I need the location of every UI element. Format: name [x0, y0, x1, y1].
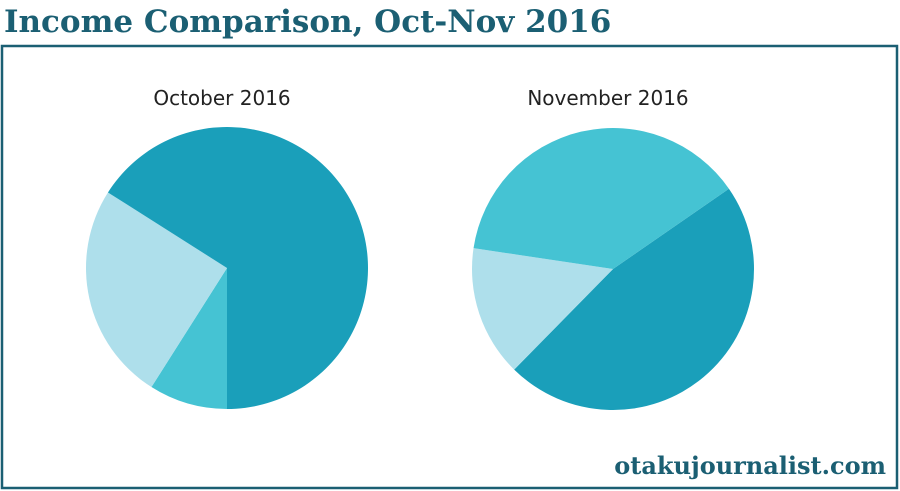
pie-slice	[473, 128, 729, 269]
chart-title: November 2016	[527, 86, 688, 110]
pie-slice	[514, 188, 754, 410]
pie-slice	[85, 192, 227, 388]
chart-title: October 2016	[153, 86, 290, 110]
watermark: otakujournalist.com	[614, 451, 886, 480]
pie-slice	[107, 127, 369, 410]
page-title: Income Comparison, Oct-Nov 2016	[4, 4, 611, 40]
frame	[0, 44, 899, 490]
pie-slice	[472, 248, 613, 370]
pie-slice	[151, 268, 227, 409]
